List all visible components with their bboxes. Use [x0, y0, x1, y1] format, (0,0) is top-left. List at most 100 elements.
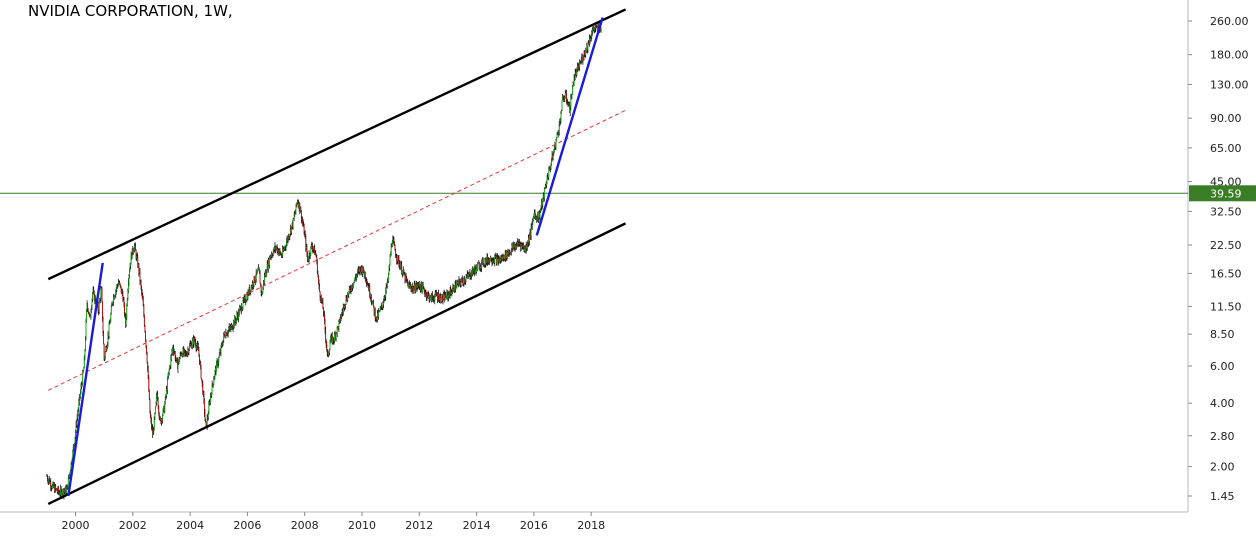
- candle-body: [565, 93, 567, 94]
- axis-frame: [0, 0, 1189, 513]
- candle-body: [395, 250, 397, 256]
- candle-body: [84, 349, 86, 358]
- candle-body: [459, 279, 460, 281]
- candle-body: [318, 281, 320, 287]
- y-tick-label: 16.50: [1210, 267, 1242, 280]
- candle-body: [456, 283, 458, 288]
- candle-body: [162, 415, 164, 421]
- candle-body: [83, 357, 85, 369]
- candle-body: [392, 239, 394, 244]
- trend-line[interactable]: [535, 17, 604, 236]
- candle-body: [239, 308, 241, 315]
- candle-body: [309, 254, 311, 256]
- candle-body: [88, 311, 90, 315]
- candle-body: [107, 343, 108, 348]
- candle-body: [208, 402, 210, 405]
- candle-body: [541, 201, 543, 208]
- channel-line[interactable]: [47, 222, 627, 505]
- candle-body: [583, 57, 584, 60]
- candle-body: [249, 289, 251, 294]
- candle-body: [212, 384, 214, 385]
- candle-body: [328, 352, 330, 356]
- candle-body: [587, 42, 589, 50]
- candle-body: [530, 231, 532, 236]
- candle-body: [264, 275, 265, 283]
- candle-body: [215, 367, 217, 372]
- candle-body: [302, 222, 304, 226]
- candle-body: [419, 287, 421, 291]
- candle-body: [171, 352, 173, 355]
- candle-body: [275, 246, 276, 250]
- candle-body: [143, 305, 145, 316]
- candle-body: [139, 271, 141, 282]
- candle-body: [378, 311, 380, 312]
- candle-body: [185, 352, 187, 355]
- candle-body: [305, 246, 307, 249]
- candle-body: [342, 311, 344, 313]
- candle-body: [515, 245, 517, 248]
- candle-body: [560, 113, 562, 122]
- candle-body: [353, 282, 355, 286]
- candle-body: [494, 257, 496, 263]
- candle-body: [266, 263, 268, 273]
- candle-body: [461, 278, 463, 281]
- candle-body: [207, 414, 209, 418]
- candle-body: [231, 324, 233, 330]
- candle-body: [54, 485, 56, 493]
- candle-body: [343, 304, 345, 308]
- candle-body: [426, 295, 428, 298]
- candle-body: [172, 347, 174, 349]
- candle-body: [381, 306, 383, 308]
- candle-body: [552, 154, 554, 159]
- candle-body: [268, 259, 270, 265]
- candle-body: [267, 263, 269, 269]
- candle-body: [547, 176, 549, 179]
- candle-body: [351, 285, 353, 289]
- channel-line[interactable]: [47, 8, 627, 281]
- candle-body: [532, 216, 534, 220]
- candle-body: [291, 222, 293, 227]
- candle-body: [549, 168, 551, 169]
- candle-body: [511, 246, 513, 250]
- candle-body: [566, 100, 568, 103]
- candle-body: [364, 272, 366, 275]
- candle-body: [102, 301, 103, 321]
- candle-body: [69, 472, 71, 475]
- candle-body: [440, 301, 442, 303]
- trend-line[interactable]: [67, 262, 104, 497]
- candle-body: [453, 285, 455, 292]
- candle-body: [429, 299, 431, 301]
- candle-body: [596, 27, 598, 28]
- candle-body: [130, 254, 132, 265]
- candle-body: [273, 247, 275, 251]
- candle-body: [114, 296, 116, 299]
- candle-body: [551, 161, 552, 165]
- candle-body: [323, 313, 325, 315]
- candle-body: [253, 284, 254, 286]
- candle-body: [559, 121, 561, 123]
- candle-body: [221, 344, 222, 346]
- candle-body: [398, 258, 400, 266]
- candle-body: [86, 303, 88, 310]
- candle-body: [517, 241, 519, 243]
- candle-body: [479, 268, 481, 270]
- candle-body: [149, 413, 151, 418]
- candle-body: [571, 94, 573, 98]
- candle-body: [356, 274, 358, 276]
- candle-body: [493, 260, 495, 263]
- candle-body: [211, 383, 213, 395]
- candle-body: [397, 255, 399, 259]
- candle-body: [451, 292, 453, 295]
- candle-body: [411, 288, 413, 291]
- candle-body: [332, 337, 334, 342]
- channel-line[interactable]: [48, 109, 626, 391]
- candle-body: [507, 251, 509, 255]
- candle-body: [530, 227, 532, 236]
- candle-body: [238, 310, 240, 315]
- candle-body: [289, 234, 291, 237]
- candle-body: [226, 332, 227, 336]
- candle-body: [400, 267, 402, 270]
- candle-body: [297, 201, 299, 204]
